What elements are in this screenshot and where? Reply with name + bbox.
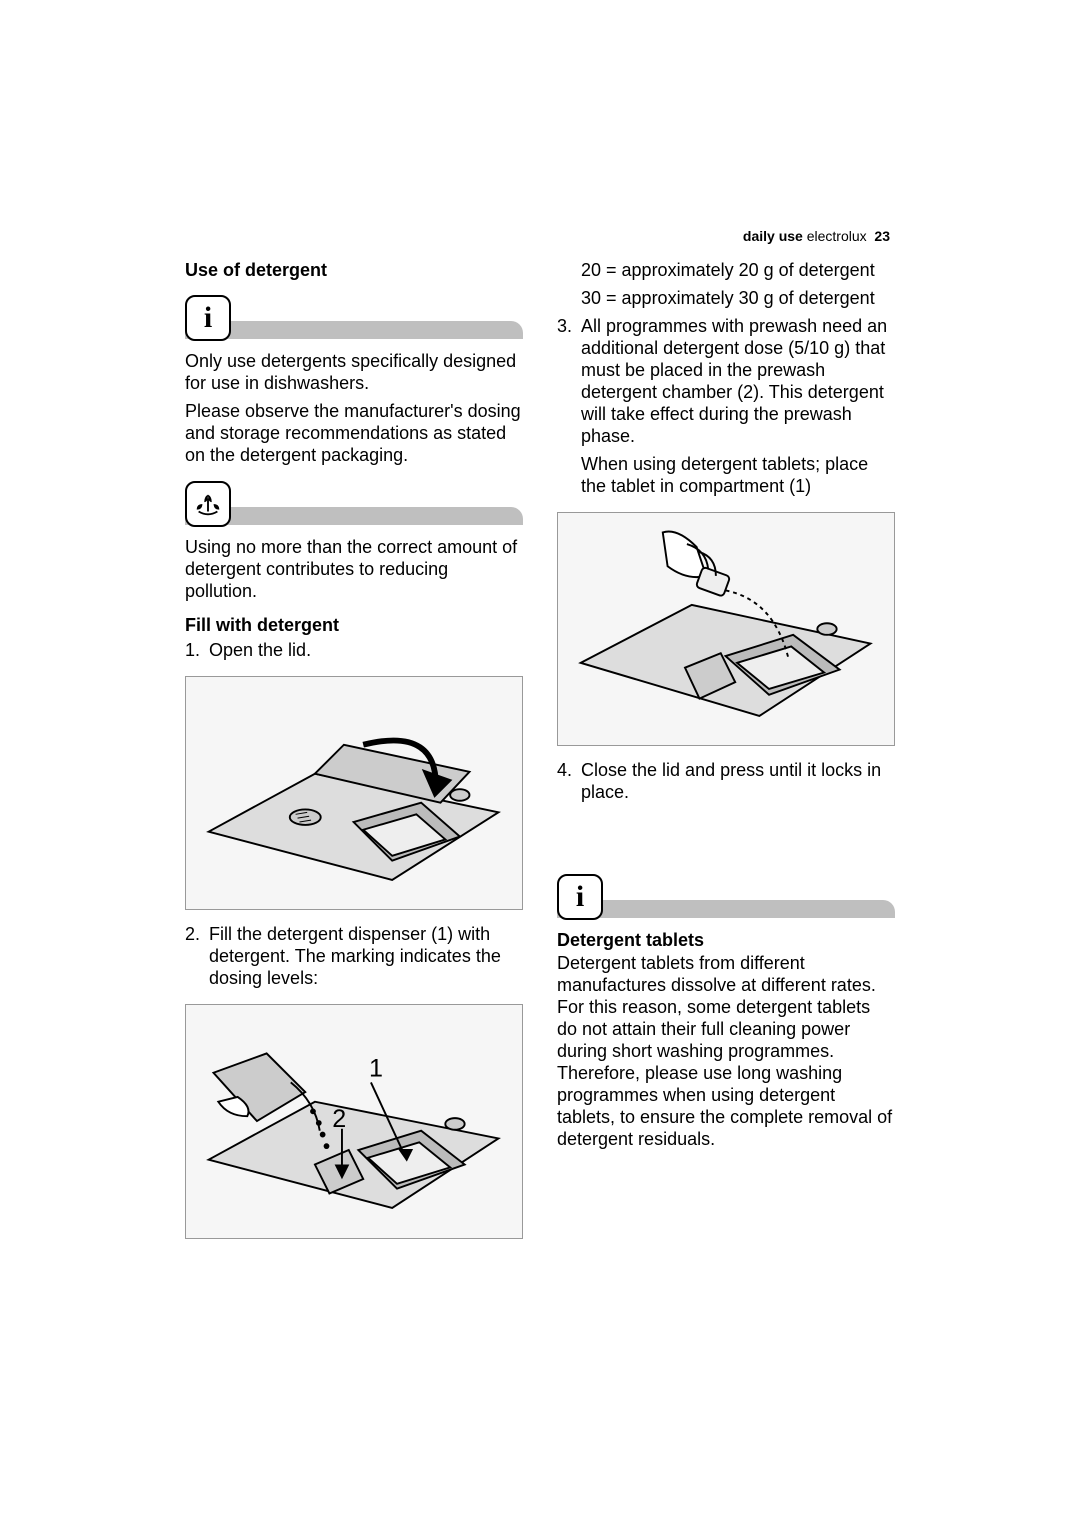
dispenser-open-illustration (199, 686, 508, 900)
right-column: 20 = approximately 20 g of detergent 30 … (557, 260, 895, 1253)
left-column: Use of detergent i Only use detergents s… (185, 260, 523, 1253)
step-number: 3. (557, 316, 581, 448)
paragraph: Please observe the manufacturer's dosing… (185, 401, 523, 467)
paragraph: When using detergent tablets; place the … (557, 454, 895, 498)
heading-use-of-detergent: Use of detergent (185, 260, 523, 281)
step-text: Open the lid. (209, 640, 523, 662)
heading-fill-with-detergent: Fill with detergent (185, 615, 523, 636)
step-number: 2. (185, 924, 209, 990)
step-number: 4. (557, 760, 581, 804)
figure-tablet-placement (557, 512, 895, 747)
heading-detergent-tablets: Detergent tablets (557, 930, 895, 951)
eco-callout (185, 477, 523, 527)
paragraph: Detergent tablets from different manufac… (557, 953, 895, 1151)
header-brand: electrolux (807, 228, 867, 244)
step-item: 4. Close the lid and press until it lock… (557, 760, 895, 804)
paragraph: Using no more than the correct amount of… (185, 537, 523, 603)
info-callout: i (185, 291, 523, 341)
paragraph: Only use detergents specifically designe… (185, 351, 523, 395)
dispenser-fill-illustration: 1 2 (199, 1014, 508, 1228)
figure-label-1: 1 (369, 1055, 383, 1083)
manual-page: daily use electrolux 23 Use of detergent… (0, 0, 1080, 1253)
step-item: 1. Open the lid. (185, 640, 523, 662)
figure-label-2: 2 (333, 1105, 347, 1133)
info-icon-box: i (557, 874, 603, 920)
dispenser-tablet-illustration (571, 522, 880, 736)
step-text: All programmes with prewash need an addi… (581, 316, 895, 448)
info-icon: i (204, 301, 212, 335)
info-callout: i (557, 870, 895, 920)
paragraph: 30 = approximately 30 g of detergent (557, 288, 895, 310)
step-number: 1. (185, 640, 209, 662)
info-icon: i (576, 880, 584, 914)
figure-open-lid (185, 676, 523, 911)
hands-plant-icon (193, 489, 223, 519)
callout-background (557, 900, 895, 918)
step-item: 3. All programmes with prewash need an a… (557, 316, 895, 448)
page-header: daily use electrolux 23 (743, 228, 890, 244)
step-text: Close the lid and press until it locks i… (581, 760, 895, 804)
figure-fill-detergent: 1 2 (185, 1004, 523, 1239)
header-section: daily use (743, 228, 803, 244)
step-item: 2. Fill the detergent dispenser (1) with… (185, 924, 523, 990)
step-text: Fill the detergent dispenser (1) with de… (209, 924, 523, 990)
callout-background (185, 507, 523, 525)
paragraph: 20 = approximately 20 g of detergent (557, 260, 895, 282)
two-column-layout: Use of detergent i Only use detergents s… (185, 260, 895, 1253)
eco-icon-box (185, 481, 231, 527)
callout-background (185, 321, 523, 339)
info-icon-box: i (185, 295, 231, 341)
header-page-number: 23 (874, 228, 890, 244)
